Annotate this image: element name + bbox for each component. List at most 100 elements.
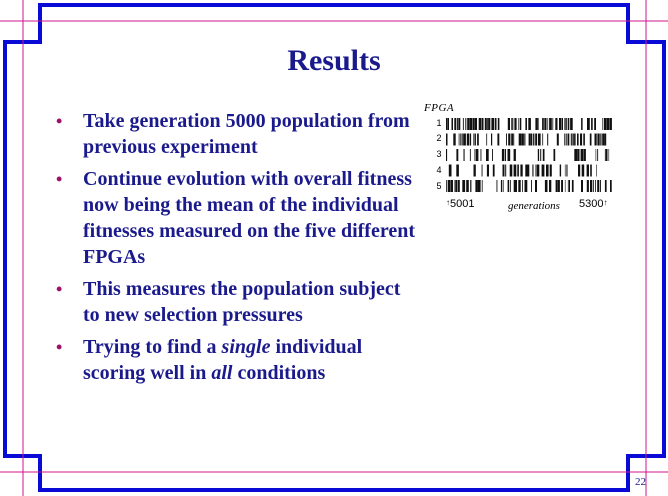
stripe-mark	[595, 180, 596, 192]
x-axis-label: generations	[508, 200, 560, 212]
stripe-mark	[600, 133, 602, 146]
stripe-mark	[564, 118, 566, 130]
stripe-mark	[484, 118, 487, 130]
stripe-mark	[506, 133, 507, 146]
stripe-mark	[591, 118, 593, 130]
stripe-mark	[472, 118, 475, 130]
stripe-mark	[594, 133, 597, 146]
stripe-mark	[602, 118, 604, 130]
stripe-mark	[448, 164, 452, 177]
stripe-mark	[507, 149, 511, 161]
stripe-mark	[477, 133, 479, 146]
x-axis-start: ↑5001	[446, 198, 474, 210]
stripe-mark	[507, 118, 510, 130]
stripe-mark	[549, 180, 552, 192]
stripe-mark	[446, 118, 448, 130]
stripe-mark	[544, 118, 546, 130]
stripe-mark	[473, 133, 475, 146]
stripe-mark	[581, 164, 585, 177]
stripe-mark	[561, 118, 563, 130]
stripe-mark	[519, 118, 522, 130]
bullet-item: • This measures the population subject t…	[56, 276, 416, 328]
stripe-mark	[604, 180, 607, 192]
stripe-mark	[469, 149, 471, 161]
stripe-mark	[609, 118, 612, 130]
stripe-mark	[533, 133, 535, 146]
stripe-mark	[555, 118, 558, 130]
stripe-mark	[455, 180, 458, 192]
stripe-mark	[466, 133, 470, 146]
stripe-mark	[514, 180, 517, 192]
fitness-stripe-plot	[446, 118, 612, 192]
stripe-mark	[450, 180, 453, 192]
stripe-mark	[462, 133, 464, 146]
stripe-mark	[507, 180, 510, 192]
stripe-mark	[567, 118, 570, 130]
stripe-mark	[465, 118, 467, 130]
stripe-mark	[604, 149, 606, 161]
row-label: 1	[436, 118, 442, 128]
stripe-mark	[524, 133, 526, 146]
stripe-mark	[494, 118, 497, 130]
stripe-mark	[602, 133, 605, 146]
stripe-mark	[446, 149, 448, 161]
stripe-mark	[544, 180, 548, 192]
stripe-mark	[559, 164, 562, 177]
stripe-mark	[549, 164, 552, 177]
stripe-mark	[546, 118, 548, 130]
stripe-mark	[520, 164, 523, 177]
stripe-mark	[555, 180, 558, 192]
stripe-mark	[522, 180, 523, 192]
emphasis-text: all	[211, 362, 233, 384]
stripe-mark	[469, 118, 473, 130]
stripe-mark	[580, 133, 583, 146]
stripe-mark	[542, 133, 544, 146]
stripe-mark	[504, 149, 506, 161]
stripe-mark	[535, 164, 537, 177]
stripe-mark	[466, 180, 469, 192]
stripe-mark	[528, 118, 531, 130]
stripe-mark	[511, 133, 514, 146]
stripe-mark	[510, 180, 511, 192]
bullet-item: • Take generation 5000 population from p…	[56, 108, 416, 160]
stripe-mark	[571, 133, 573, 146]
stripe-mark	[474, 133, 476, 146]
row-label: 5	[436, 181, 442, 191]
stripe-mark	[509, 164, 513, 177]
stripe-mark	[535, 180, 537, 192]
bullet-item: • Trying to find a single individual sco…	[56, 334, 416, 386]
stripe-mark	[546, 164, 549, 177]
bullet-marker: •	[56, 337, 63, 357]
stripe-mark	[537, 149, 540, 161]
stripe-mark	[463, 133, 466, 146]
stripe-mark	[564, 180, 566, 192]
stripe-mark	[542, 149, 545, 161]
stripe-mark	[500, 180, 503, 192]
stripe-mark	[451, 118, 453, 130]
stripe-mark	[536, 164, 540, 177]
stripe-mark	[564, 164, 566, 177]
stripe-mark	[454, 180, 456, 192]
stripe-mark	[586, 180, 589, 192]
stripe-mark	[497, 118, 500, 130]
stripe-mark	[478, 118, 482, 130]
stripe-mark	[467, 118, 470, 130]
stripe-mark	[540, 149, 542, 161]
bullet-marker: •	[56, 169, 63, 189]
stripe-mark	[565, 118, 567, 130]
stripe-mark	[532, 164, 534, 177]
x-start-label: 5001	[450, 198, 475, 210]
stripe-mark	[596, 164, 597, 177]
outer-border	[3, 3, 666, 492]
stripe-mark	[513, 164, 517, 177]
stripe-mark	[470, 133, 472, 146]
stripe-mark	[552, 118, 554, 130]
stripe-mark	[553, 149, 556, 161]
stripe-mark	[587, 118, 590, 130]
stripe-mark	[603, 118, 607, 130]
row-label: 3	[436, 149, 442, 159]
stripe-mark	[505, 164, 507, 177]
bullet-list: • Take generation 5000 population from p…	[56, 108, 416, 392]
stripe-mark	[604, 133, 607, 146]
stripe-mark	[486, 164, 489, 177]
